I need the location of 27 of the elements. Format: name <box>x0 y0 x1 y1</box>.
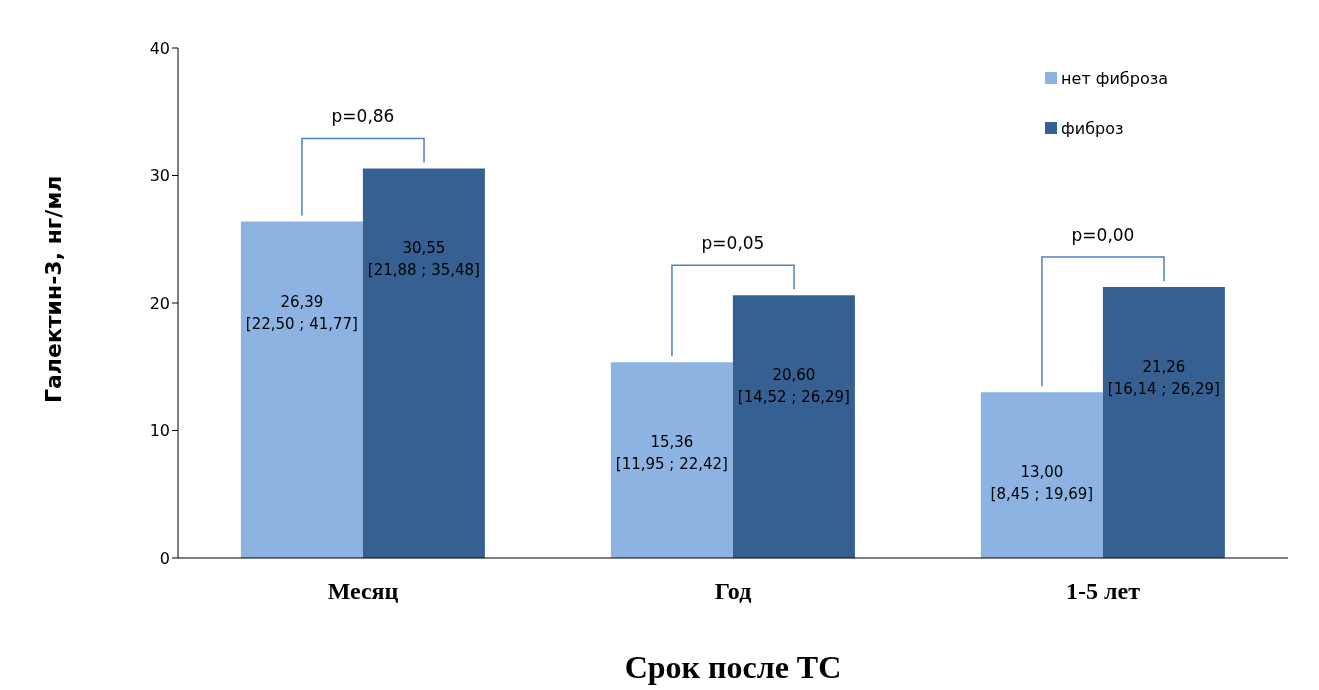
annotation: p=0,00 <box>1071 224 1135 245</box>
y-tick-label: 0 <box>159 548 170 568</box>
y-tick-label: 20 <box>149 293 170 313</box>
bar <box>610 362 733 558</box>
bar <box>732 295 855 558</box>
data-label: 21,26 [16,14 ; 26,29] <box>1107 357 1220 398</box>
x-tick-label: Год <box>714 578 752 605</box>
x-axis-title: Срок после ТС <box>624 649 842 685</box>
x-tick-label: Месяц <box>327 578 399 605</box>
legend-label: нет фиброза <box>1061 68 1168 88</box>
data-label: 30,55 [21,88 ; 35,48] <box>367 239 480 280</box>
y-axis-title: Галектин-3, нг/мл <box>40 175 66 403</box>
bar <box>980 392 1103 558</box>
y-tick-label: 30 <box>149 166 170 186</box>
bar <box>240 221 363 558</box>
legend-label: фиброз <box>1061 118 1124 138</box>
y-tick-label: 40 <box>149 38 170 58</box>
x-tick-label: 1-5 лет <box>1066 578 1141 605</box>
annotation: p=0,05 <box>701 233 765 254</box>
data-label: 26,39 [22,50 ; 41,77] <box>245 292 358 333</box>
data-label: 20,60 [14,52 ; 26,29] <box>737 366 850 407</box>
bar <box>362 168 485 558</box>
y-tick-label: 10 <box>149 421 170 441</box>
bar <box>1102 286 1225 558</box>
data-label: 15,36 [11,95 ; 22,42] <box>615 433 728 474</box>
data-label: 13,00 [8,45 ; 19,69] <box>990 463 1094 504</box>
annotation: p=0,86 <box>331 106 395 127</box>
